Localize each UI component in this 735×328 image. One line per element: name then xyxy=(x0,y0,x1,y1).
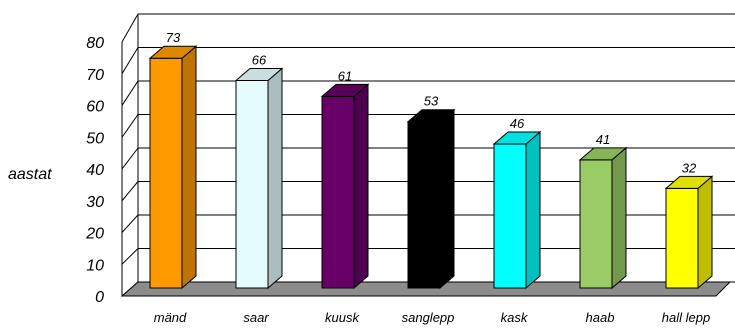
bar-top xyxy=(148,45,198,59)
y-tick-label: 80 xyxy=(86,35,104,52)
bar xyxy=(406,108,456,290)
bars xyxy=(148,45,714,290)
bar-top xyxy=(492,131,542,145)
x-tick-label: haab xyxy=(586,310,615,325)
gridline-side xyxy=(121,80,139,106)
bar-top xyxy=(578,147,628,161)
gridline-side xyxy=(121,214,139,233)
bar-side xyxy=(611,146,627,290)
y-tick-label: 30 xyxy=(86,194,104,211)
bar-top xyxy=(320,83,370,97)
bar-front xyxy=(149,57,183,289)
data-label: 53 xyxy=(424,94,439,109)
y-axis-title: aastat xyxy=(8,166,52,183)
gridline-side xyxy=(121,47,139,75)
bar-front xyxy=(321,95,355,289)
bar-side xyxy=(267,67,283,290)
y-tick-label: 50 xyxy=(86,130,104,147)
bar-side xyxy=(181,45,197,290)
y-tick-label: 70 xyxy=(86,67,104,84)
category-labels: mänd saar kuusk sanglepp kask haab hall lepp xyxy=(154,310,710,325)
x-tick-label: kask xyxy=(501,310,529,325)
y-tick-label: 40 xyxy=(86,162,104,179)
gridline-side xyxy=(121,181,139,202)
data-label: 46 xyxy=(510,116,525,131)
gridline-side xyxy=(121,13,139,43)
x-tick-label: hall lepp xyxy=(662,310,710,325)
x-tick-label: sanglepp xyxy=(402,310,455,325)
data-label: 41 xyxy=(596,132,610,147)
bar-top xyxy=(406,109,456,123)
bar xyxy=(148,45,198,290)
data-label: 32 xyxy=(682,160,697,175)
bar-side xyxy=(697,175,713,290)
y-tick-label: 60 xyxy=(86,99,104,116)
bar xyxy=(234,67,284,290)
bar-front xyxy=(407,121,441,289)
x-tick-label: mänd xyxy=(154,310,187,325)
gridline-side xyxy=(121,147,139,170)
chart-floor xyxy=(120,281,732,297)
bar xyxy=(320,83,370,290)
bar-front xyxy=(493,143,527,289)
data-label: 73 xyxy=(166,30,181,45)
x-tick-label: saar xyxy=(243,310,269,325)
floor-plane xyxy=(120,281,732,297)
y-tick-label: 10 xyxy=(86,257,104,274)
bar-front xyxy=(579,159,613,289)
x-tick-label: kuusk xyxy=(325,310,360,325)
y-tick-label: 20 xyxy=(85,226,104,243)
bar-side xyxy=(353,83,369,290)
bar xyxy=(578,146,628,290)
bar-side xyxy=(439,108,455,290)
gridline-side xyxy=(121,114,139,138)
y-axis-ticks: 0 10 20 30 40 50 60 70 80 xyxy=(85,35,104,306)
gridline-side xyxy=(121,248,139,265)
bar-front xyxy=(665,187,699,289)
bar xyxy=(664,175,714,290)
bar xyxy=(492,130,542,290)
data-labels: 73 66 61 53 46 41 32 xyxy=(166,30,697,175)
data-label: 61 xyxy=(338,68,352,83)
bar-front xyxy=(235,79,269,289)
bar-top xyxy=(234,67,284,81)
data-label: 66 xyxy=(252,52,267,67)
bar-top xyxy=(664,175,714,189)
y-tick-label: 0 xyxy=(95,289,104,306)
bar-side xyxy=(525,130,541,290)
